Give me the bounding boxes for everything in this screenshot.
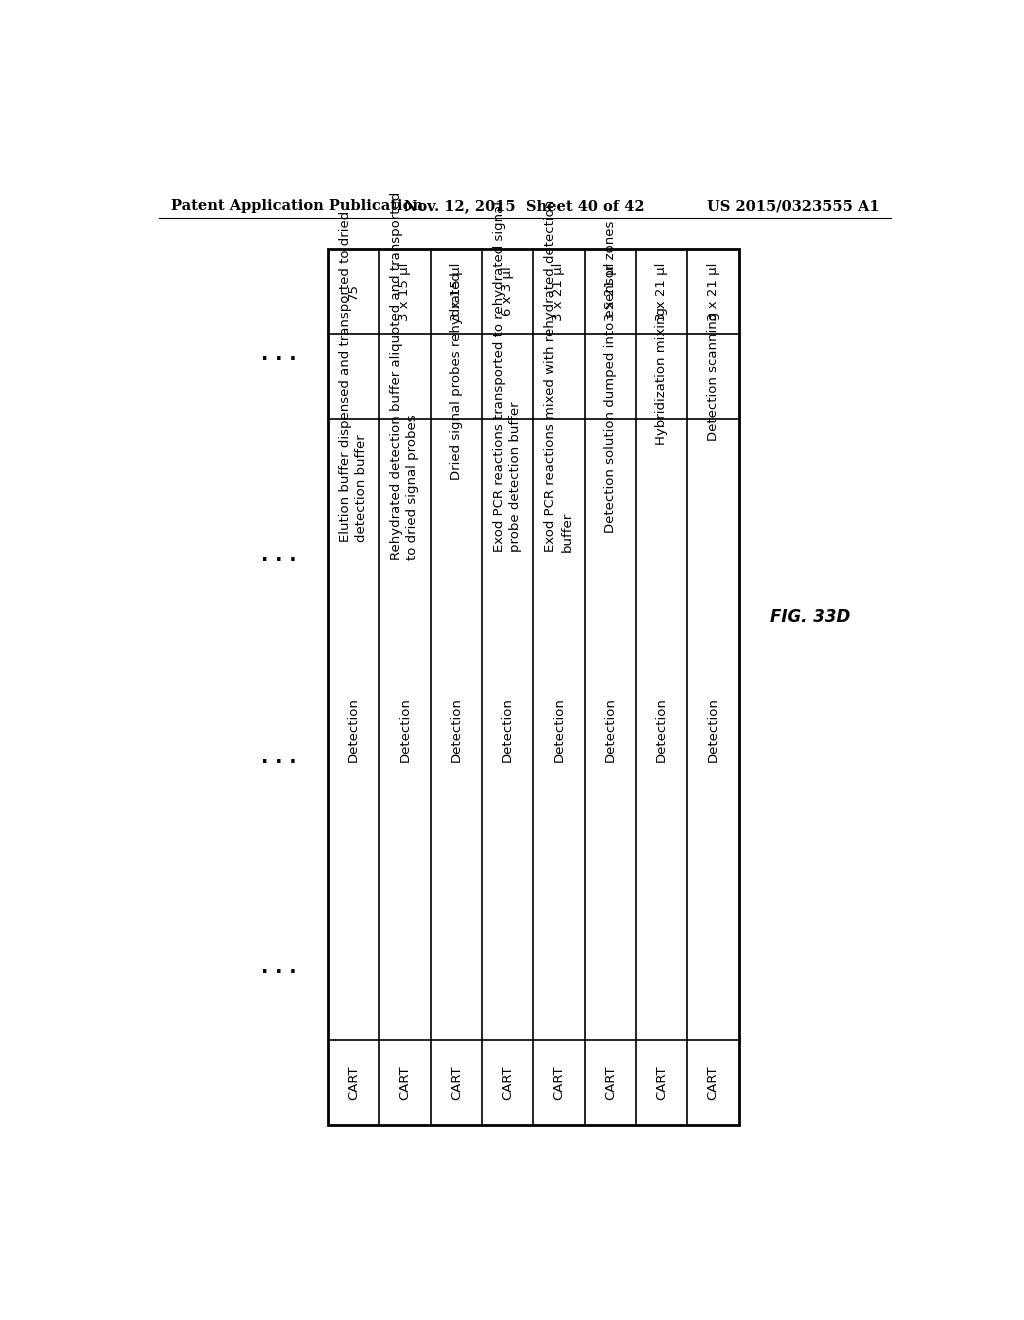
Text: Rehydrated detection buffer aliquoted and transported
to dried signal probes: Rehydrated detection buffer aliquoted an… (390, 193, 420, 561)
Text: Elution buffer dispensed and transported to dried
detection buffer: Elution buffer dispensed and transported… (339, 211, 368, 543)
Text: Hybridization mixing: Hybridization mixing (655, 308, 669, 445)
Text: Detection: Detection (398, 697, 412, 762)
Text: CART: CART (450, 1065, 463, 1100)
Text: Detection: Detection (553, 697, 565, 762)
Text: Detection: Detection (655, 697, 669, 762)
Bar (328, 249, 738, 1125)
Text: CART: CART (707, 1065, 720, 1100)
Text: 3 x 21 μl: 3 x 21 μl (604, 263, 616, 321)
Text: CART: CART (604, 1065, 616, 1100)
Text: Detection solution dumped into eSensor zones: Detection solution dumped into eSensor z… (604, 220, 616, 532)
Text: 75: 75 (347, 282, 360, 300)
Text: 3 x 21 μl: 3 x 21 μl (655, 263, 669, 321)
Text: Detection: Detection (707, 697, 720, 762)
Text: Dried signal probes rehydrated: Dried signal probes rehydrated (450, 272, 463, 480)
Text: . . .: . . . (261, 747, 297, 767)
Text: CART: CART (553, 1065, 565, 1100)
Text: Detection: Detection (604, 697, 616, 762)
Text: FIG. 33D: FIG. 33D (770, 609, 850, 626)
Text: CART: CART (501, 1065, 514, 1100)
Text: US 2015/0323555 A1: US 2015/0323555 A1 (708, 199, 880, 213)
Text: Exod PCR reactions transported to rehydrated signal
probe detection buffer: Exod PCR reactions transported to rehydr… (494, 201, 522, 552)
Text: 3 x 15 μl: 3 x 15 μl (398, 263, 412, 321)
Text: CART: CART (655, 1065, 669, 1100)
Text: Patent Application Publication: Patent Application Publication (171, 199, 423, 213)
Text: Exod PCR reactions mixed with rehydrated detection
buffer: Exod PCR reactions mixed with rehydrated… (545, 201, 573, 553)
Text: Detection scanning: Detection scanning (707, 312, 720, 441)
Text: 6 x 3 μl: 6 x 3 μl (501, 267, 514, 317)
Text: . . .: . . . (261, 546, 297, 565)
Text: Detection: Detection (501, 697, 514, 762)
Text: 3 x 21 μl: 3 x 21 μl (707, 263, 720, 321)
Text: Nov. 12, 2015  Sheet 40 of 42: Nov. 12, 2015 Sheet 40 of 42 (404, 199, 645, 213)
Text: 3 x 21 μl: 3 x 21 μl (553, 263, 565, 321)
Text: CART: CART (347, 1065, 360, 1100)
Text: Detection: Detection (450, 697, 463, 762)
Text: CART: CART (398, 1065, 412, 1100)
Text: 3 x 15 μl: 3 x 15 μl (450, 263, 463, 321)
Text: Detection: Detection (347, 697, 360, 762)
Text: . . .: . . . (261, 958, 297, 977)
Text: . . .: . . . (261, 345, 297, 364)
